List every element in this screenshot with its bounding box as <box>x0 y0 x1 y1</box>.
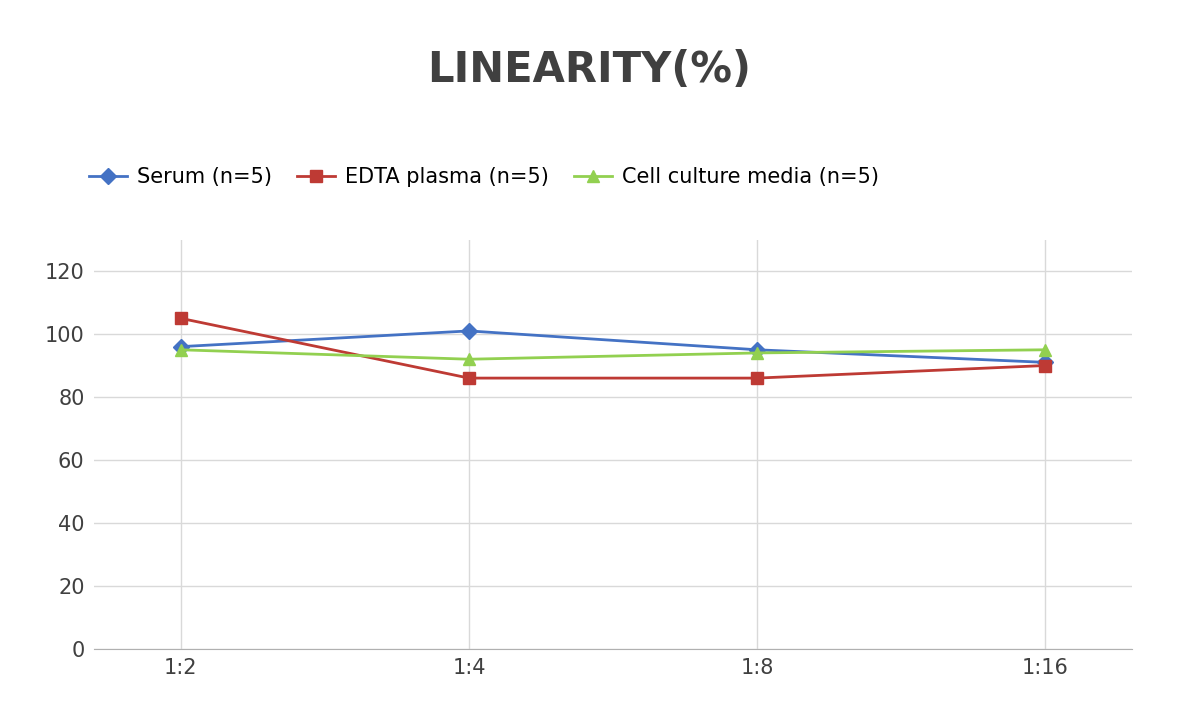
Line: EDTA plasma (n=5): EDTA plasma (n=5) <box>176 313 1050 384</box>
Cell culture media (n=5) <box>462 355 476 364</box>
Cell culture media (n=5) <box>173 345 187 354</box>
Cell culture media (n=5) <box>1039 345 1053 354</box>
Serum (n=5) <box>750 345 764 354</box>
EDTA plasma (n=5) <box>173 314 187 323</box>
Cell culture media (n=5) <box>750 349 764 357</box>
Serum (n=5) <box>1039 358 1053 367</box>
Text: LINEARITY(%): LINEARITY(%) <box>428 49 751 92</box>
Legend: Serum (n=5), EDTA plasma (n=5), Cell culture media (n=5): Serum (n=5), EDTA plasma (n=5), Cell cul… <box>81 159 888 195</box>
Serum (n=5) <box>462 326 476 335</box>
EDTA plasma (n=5) <box>750 374 764 382</box>
Line: Serum (n=5): Serum (n=5) <box>176 326 1050 368</box>
Line: Cell culture media (n=5): Cell culture media (n=5) <box>174 343 1052 365</box>
Serum (n=5) <box>173 343 187 351</box>
EDTA plasma (n=5) <box>462 374 476 382</box>
EDTA plasma (n=5) <box>1039 361 1053 369</box>
